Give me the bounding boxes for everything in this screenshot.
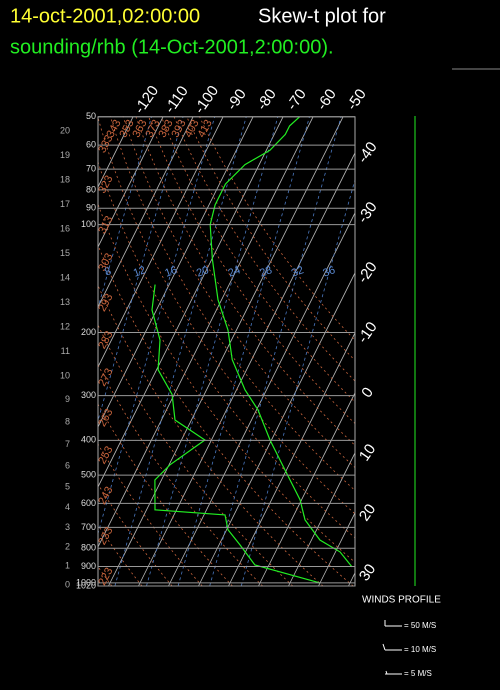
wind-legend-label: = 5 M/S: [404, 669, 432, 678]
height-label: 1: [65, 561, 70, 571]
isotherm: [98, 116, 284, 488]
mixing-ratio-label: 24: [227, 264, 243, 279]
isotherm-label: 20: [356, 501, 379, 524]
dry-adiabat: [135, 116, 355, 446]
isotherm-label: 30: [356, 561, 379, 584]
wind-legend-label: = 10 M/S: [404, 645, 436, 654]
isotherm: [198, 272, 355, 587]
dry-adiabat: [109, 116, 355, 492]
dry-adiabat: [173, 116, 355, 382]
mixing-ratio-label: 28: [258, 264, 274, 279]
pressure-label: 1020: [76, 580, 96, 590]
isotherm: [258, 392, 355, 587]
isotherm: [288, 452, 355, 587]
pressure-label: 400: [81, 435, 96, 445]
height-label: 17: [60, 199, 70, 209]
isotherm: [108, 116, 344, 587]
title-date: 14-oct-2001,02:00:00: [10, 5, 200, 27]
pressure-label: 500: [81, 469, 96, 479]
dry-adiabat: [98, 443, 203, 587]
profile-line: [151, 284, 321, 584]
mixing-ratio-label: 16: [163, 264, 179, 279]
mixing-ratio-label: 20: [195, 264, 211, 279]
pressure-label: 800: [81, 543, 96, 553]
height-label: 9: [65, 394, 70, 404]
pressure-label: 70: [86, 164, 96, 174]
chart-title: Skew-t plot for: [258, 5, 386, 27]
isotherm: [98, 116, 314, 548]
pressure-label: 80: [86, 184, 96, 194]
pressure-label: 1000: [76, 577, 96, 587]
pressure-label: 60: [86, 140, 96, 150]
mixing-ratio-label: 36: [321, 264, 337, 279]
wind-legend-icons: [382, 620, 402, 675]
height-label: 10: [60, 370, 70, 380]
isotherm: [98, 116, 254, 428]
isotherm: [168, 212, 355, 587]
isotherm: [228, 332, 355, 587]
isotherm: [98, 116, 224, 368]
height-label: 7: [65, 439, 70, 449]
dry-adiabat: [98, 284, 324, 587]
isotherm: [138, 152, 355, 587]
pressure-label: 900: [81, 561, 96, 571]
height-label: 12: [60, 322, 70, 332]
pressure-label: 90: [86, 203, 96, 213]
height-label: 16: [60, 223, 70, 233]
height-label: 18: [60, 174, 70, 184]
height-label: 2: [65, 542, 70, 552]
pressure-label: 50: [86, 111, 96, 121]
mixing-ratio-label: 8: [103, 265, 113, 278]
pressure-label: 700: [81, 522, 96, 532]
winds-title: WINDS PROFILE: [362, 595, 441, 606]
height-label: 15: [60, 248, 70, 258]
height-label: 4: [65, 502, 70, 512]
pressure-label: 200: [81, 327, 96, 337]
mixing-ratio-label: 12: [132, 264, 148, 279]
pressure-label: 300: [81, 390, 96, 400]
dry-adiabat: [186, 116, 355, 361]
chart-subtitle: sounding/rhb (14-Oct-2001,2:00:00).: [10, 36, 334, 58]
height-label: 6: [65, 460, 70, 470]
height-label: 11: [61, 346, 70, 356]
height-label: 14: [60, 273, 70, 283]
pressure-label: 600: [81, 498, 96, 508]
dry-adiabat: [98, 363, 263, 587]
dry-adiabat: [98, 160, 355, 539]
pressure-label: 100: [81, 219, 96, 229]
height-label: 3: [65, 522, 70, 532]
height-label: 20: [60, 125, 70, 135]
wind-icon: [384, 620, 402, 627]
height-label: 19: [60, 150, 70, 160]
wind-icon: [382, 643, 402, 651]
wind-icon: [385, 670, 402, 675]
height-label: 0: [65, 579, 70, 589]
mixing-ratio-label: 32: [290, 264, 306, 279]
height-label: 13: [60, 297, 70, 307]
height-label: 8: [65, 417, 70, 427]
wind-legend-label: = 50 M/S: [404, 621, 436, 630]
profile-line: [209, 116, 353, 568]
isotherm-label: 10: [356, 441, 379, 464]
plot-area: [98, 116, 355, 587]
height-label: 5: [65, 481, 70, 491]
